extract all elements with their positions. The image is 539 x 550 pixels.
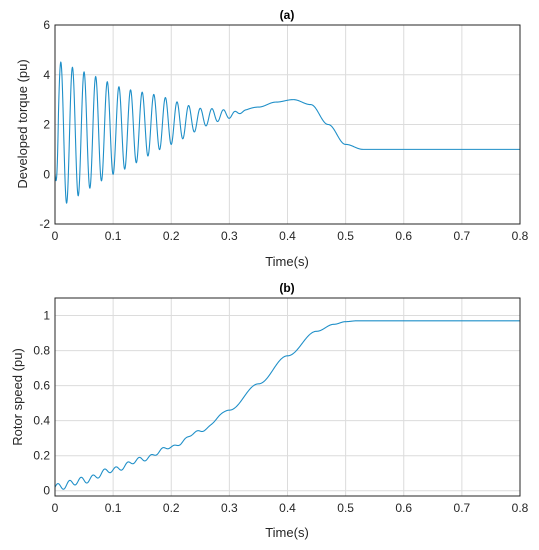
- torque-x-tick-label: 0.5: [337, 229, 354, 243]
- torque-y-tick-label: 0: [43, 167, 50, 181]
- speed-y-tick-label: 0: [43, 484, 50, 498]
- speed-x-tick-label: 0.2: [163, 501, 180, 515]
- torque-x-tick-label: 0.1: [105, 229, 122, 243]
- speed-x-tick-label: 0.4: [279, 501, 296, 515]
- speed-y-tick-label: 0.2: [33, 449, 50, 463]
- torque-y-ticks: -2 0 2 4 6: [39, 18, 50, 231]
- speed-y-tick-label: 0.4: [33, 414, 50, 428]
- speed-y-tick-label: 0.6: [33, 379, 50, 393]
- torque-x-tick-label: 0.4: [279, 229, 296, 243]
- speed-x-tick-label: 0.5: [337, 501, 354, 515]
- torque-x-ticks: 0 0.1 0.2 0.3 0.4 0.5 0.6 0.7 0.8: [52, 229, 529, 243]
- speed-x-tick-label: 0.3: [221, 501, 238, 515]
- torque-y-axis-label: Developed torque (pu): [15, 59, 30, 188]
- speed-x-tick-label: 0: [52, 501, 59, 515]
- speed-x-tick-label: 0.7: [454, 501, 471, 515]
- speed-y-tick-label: 0.8: [33, 344, 50, 358]
- torque-x-tick-label: 0: [52, 229, 59, 243]
- speed-x-ticks: 0 0.1 0.2 0.3 0.4 0.5 0.6 0.7 0.8: [52, 501, 529, 515]
- speed-y-ticks: 0 0.2 0.4 0.6 0.8 1: [33, 309, 50, 498]
- torque-x-axis-label: Time(s): [265, 254, 309, 269]
- torque-x-tick-label: 0.8: [512, 229, 529, 243]
- torque-series-line: [54, 61, 520, 204]
- speed-panel: 0 0.2 0.4 0.6 0.8 1 0 0.1 0.2 0.3 0.4 0.5 0.6 0.7 0.8…: [10, 281, 529, 540]
- torque-y-tick-label: 2: [43, 118, 50, 132]
- speed-y-axis-label: Rotor speed (pu): [10, 348, 25, 446]
- speed-chart-title: (b): [279, 281, 294, 295]
- speed-x-tick-label: 0.1: [105, 501, 122, 515]
- torque-chart-title: (a): [280, 8, 295, 22]
- torque-x-tick-label: 0.7: [454, 229, 471, 243]
- torque-y-tick-label: 6: [43, 18, 50, 32]
- speed-axes-frame: [54, 297, 521, 497]
- torque-x-tick-label: 0.3: [221, 229, 238, 243]
- speed-x-tick-label: 0.8: [512, 501, 529, 515]
- torque-x-tick-label: 0.6: [395, 229, 412, 243]
- speed-y-tick-label: 1: [43, 309, 50, 323]
- torque-y-tick-label: 4: [43, 68, 50, 82]
- speed-x-tick-label: 0.6: [395, 501, 412, 515]
- speed-series-line: [54, 320, 520, 490]
- torque-axes-frame: [54, 24, 521, 225]
- speed-x-axis-label: Time(s): [265, 525, 309, 540]
- torque-x-tick-label: 0.2: [163, 229, 180, 243]
- torque-y-tick-label: -2: [39, 217, 50, 231]
